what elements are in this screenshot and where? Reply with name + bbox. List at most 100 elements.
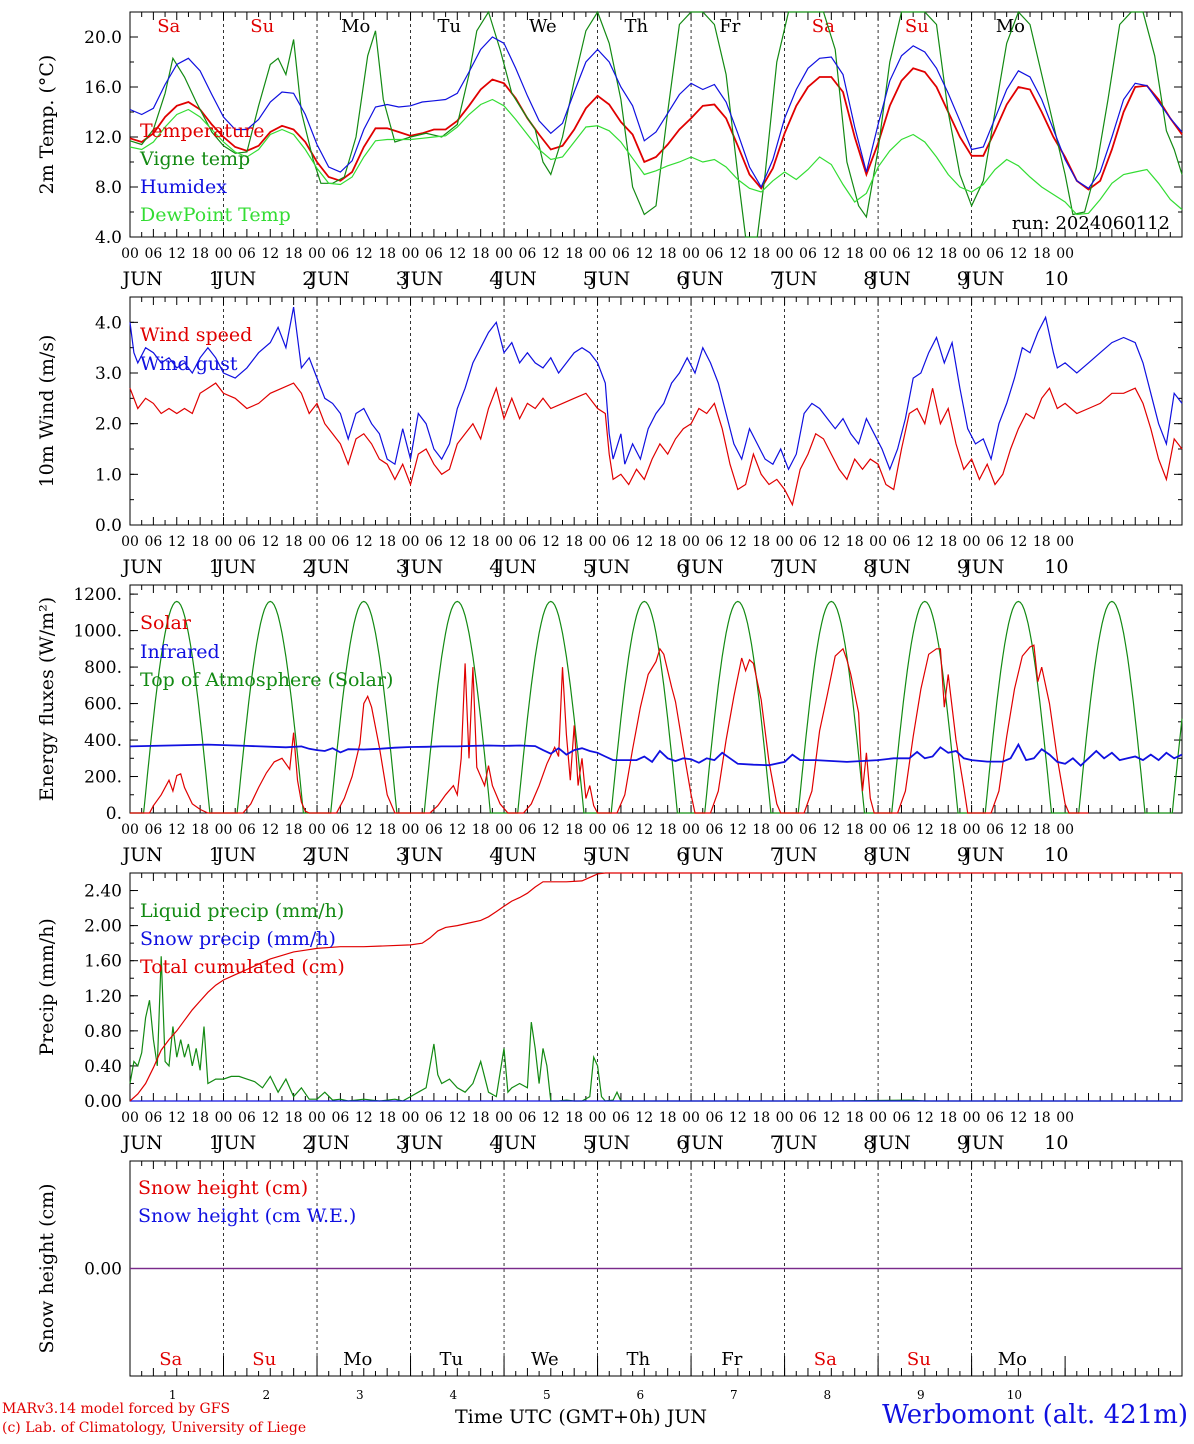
snow-weekday-label: Su [252,1349,276,1370]
precip-hour-tick-label: 06 [238,1110,256,1126]
wind-hour-tick-label: 18 [939,534,957,550]
time-axis-label: Time UTC (GMT+0h) JUN [455,1406,707,1428]
temp-weekday-label: Su [250,16,274,37]
energy-hour-tick-label: 06 [519,822,537,838]
energy-hour-tick-label: 06 [238,822,256,838]
wind-hour-tick-label: 12 [916,534,934,550]
energy-day-number: 6 [676,844,688,866]
temp-day-number: 7 [770,268,782,290]
energy-hour-tick-label: 06 [144,822,162,838]
energy-hour-tick-label: 12 [542,822,560,838]
temp-hour-tick-label: 00 [402,246,420,262]
precip-day-number: 9 [957,1132,969,1154]
wind-y-tick-label: 0.0 [95,516,122,536]
snow-day-number: 9 [917,1388,925,1402]
wind-hour-tick-label: 00 [682,534,700,550]
precip-hour-tick-label: 00 [589,1110,607,1126]
wind-hour-tick-label: 00 [776,534,794,550]
wind-hour-tick-label: 18 [846,534,864,550]
temp-month-label: JUN [308,268,350,290]
wind-hour-tick-label: 18 [752,534,770,550]
temp-weekday-label: Th [625,16,649,37]
temp-weekday-label: Sa [812,16,835,37]
precip-hour-tick-label: 00 [402,1110,420,1126]
wind-y-tick-label: 2.0 [95,415,122,435]
precip-hour-tick-label: 12 [822,1110,840,1126]
temp-hour-tick-label: 06 [331,246,349,262]
energy-y-axis-label: Energy fluxes (W/m²) [36,597,58,801]
energy-legend-entry: Top of Atmosphere (Solar) [140,669,393,691]
temp-month-label: JUN [120,268,162,290]
wind-series-line [129,306,1183,471]
snow-weekday-label: Mo [998,1349,1027,1370]
snow-day-number: 5 [543,1388,551,1402]
temp-hour-tick-label: 06 [425,246,443,262]
time-axis-month: JUN [666,1406,708,1428]
snow-weekday-label: Sa [159,1349,182,1370]
temp-day-number: 4 [489,268,501,290]
energy-hour-tick-label: 00 [776,822,794,838]
temp-hour-tick-label: 00 [589,246,607,262]
wind-hour-tick-label: 06 [144,534,162,550]
wind-hour-tick-label: 12 [168,534,186,550]
precip-y-tick-label: 2.40 [84,882,122,902]
precip-hour-tick-label: 00 [869,1110,887,1126]
energy-y-tick-label: 1200. [73,585,122,605]
temp-hour-tick-label: 12 [168,246,186,262]
temp-hour-tick-label: 06 [893,246,911,262]
snow-day-number: 6 [636,1388,644,1402]
energy-day-number: 4 [489,844,501,866]
precip-y-tick-label: 2.00 [84,917,122,937]
precip-hour-tick-label: 06 [612,1110,630,1126]
energy-day-number: 5 [583,844,595,866]
energy-hour-tick-label: 18 [285,822,303,838]
precip-month-label: JUN [214,1132,256,1154]
temp-month-label: JUN [962,268,1004,290]
wind-month-label: JUN [588,556,630,578]
temp-hour-tick-label: 00 [869,246,887,262]
wind-hour-tick-label: 06 [799,534,817,550]
temp-legend-entry: DewPoint Temp [140,204,291,226]
temp-month-label: JUN [682,268,724,290]
precip-legend-entry: Snow precip (mm/h) [140,928,336,950]
wind-hour-tick-label: 00 [589,534,607,550]
precip-hour-tick-label: 18 [565,1110,583,1126]
precip-hour-tick-label: 12 [168,1110,186,1126]
precip-hour-tick-label: 12 [261,1110,279,1126]
energy-hour-tick-label: 00 [682,822,700,838]
energy-hour-tick-label: 18 [191,822,209,838]
energy-hour-tick-label: 12 [355,822,373,838]
temp-hour-tick-label: 18 [752,246,770,262]
snow-y-axis-label: Snow height (cm) [36,1183,58,1353]
temp-hour-tick-label: 00 [121,246,139,262]
energy-hour-tick-label: 06 [612,822,630,838]
snow-day-number: 10 [1007,1388,1022,1402]
precip-month-label: JUN [682,1132,724,1154]
temp-month-label: JUN [214,268,256,290]
energy-month-label: JUN [682,844,724,866]
wind-day-number: 4 [489,556,501,578]
wind-hour-tick-label: 12 [635,534,653,550]
wind-frame [129,296,1183,526]
temp-hour-tick-label: 00 [1056,246,1074,262]
temp-month-label: JUN [495,268,537,290]
precip-hour-tick-label: 00 [121,1110,139,1126]
wind-hour-tick-label: 18 [191,534,209,550]
energy-hour-tick-label: 00 [495,822,513,838]
wind-day-number: 8 [863,556,875,578]
energy-month-label: JUN [869,844,911,866]
wind-month-label: JUN [682,556,724,578]
temp-series-line [129,98,1183,216]
wind-hour-tick-label: 12 [1009,534,1027,550]
temp-series-line [129,10,1183,238]
wind-hour-tick-label: 06 [331,534,349,550]
temp-hour-tick-label: 00 [495,246,513,262]
precip-month-label: JUN [962,1132,1004,1154]
temp-hour-tick-label: 06 [799,246,817,262]
temp-hour-tick-label: 12 [729,246,747,262]
energy-hour-tick-label: 12 [261,822,279,838]
precip-hour-tick-label: 06 [425,1110,443,1126]
precip-day-number: 8 [863,1132,875,1154]
wind-y-axis-label: 10m Wind (m/s) [36,335,58,488]
energy-hour-tick-label: 18 [1033,822,1051,838]
